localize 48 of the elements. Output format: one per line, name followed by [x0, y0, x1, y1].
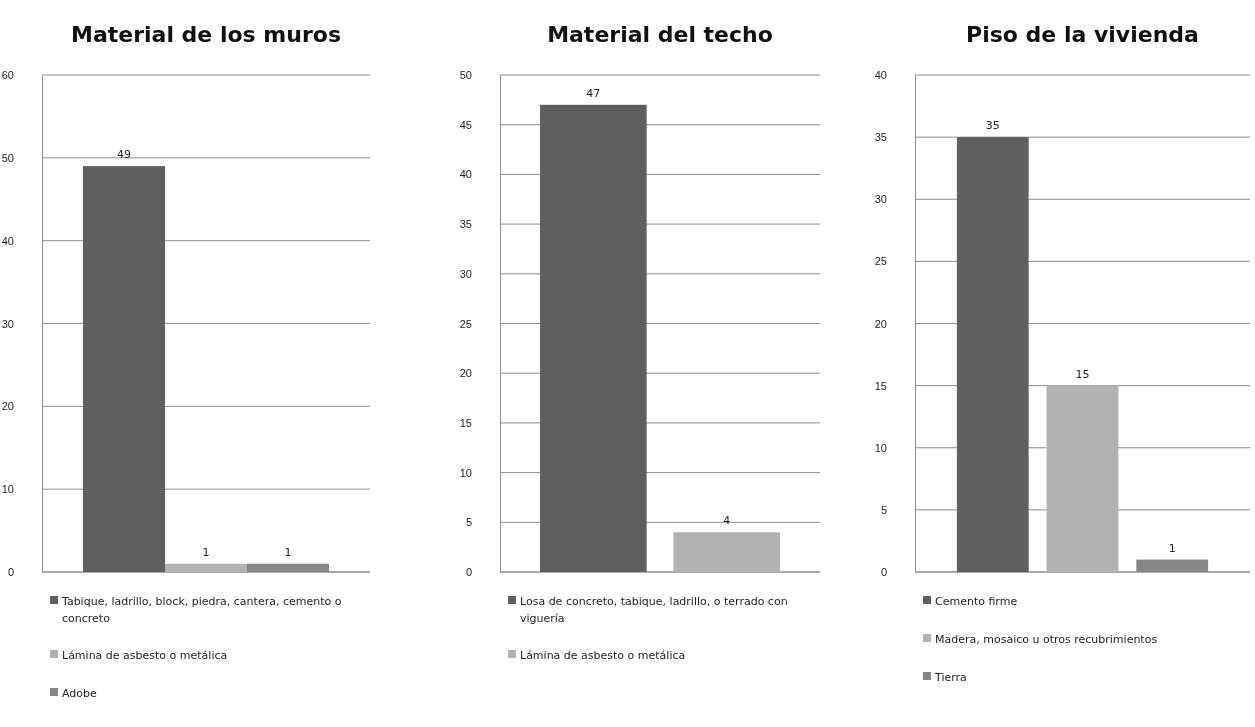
y-tick-label: 60 [1, 69, 14, 82]
y-tick-label: 35 [459, 218, 472, 231]
chart-title: Piso de la vivienda [966, 22, 1199, 47]
y-tick-label: 30 [459, 267, 472, 280]
chart-title: Material de los muros [71, 22, 341, 47]
legend-label: Madera, mosaico u otros recubrimientos [935, 633, 1158, 646]
chart-title: Material del techo [547, 22, 773, 47]
y-tick-label: 50 [459, 69, 472, 82]
data-label: 47 [586, 86, 601, 100]
y-tick-label: 5 [465, 516, 472, 529]
y-tick-label: 0 [7, 566, 14, 579]
y-tick-label: 20 [459, 367, 472, 380]
y-tick-label: 10 [874, 441, 887, 454]
data-label: 1 [284, 545, 292, 559]
y-tick-label: 40 [459, 168, 472, 181]
legend-label: Lámina de asbesto o metálica [520, 649, 686, 662]
y-tick-label: 20 [874, 317, 887, 330]
y-tick-label: 40 [874, 69, 887, 82]
y-tick-label: 20 [1, 400, 14, 413]
legend-label: Tierra [934, 671, 967, 684]
data-label: 35 [985, 119, 1000, 133]
data-label: 15 [1075, 367, 1090, 381]
data-label: 49 [117, 148, 131, 162]
y-tick-label: 25 [874, 255, 887, 268]
legend-label: Adobe [62, 687, 98, 700]
y-tick-label: 5 [880, 503, 887, 516]
legend-label: Lámina de asbesto o metálica [62, 649, 228, 662]
legend-label: Cemento firme [935, 595, 1018, 608]
y-tick-label: 10 [1, 483, 14, 496]
data-label: 1 [202, 545, 210, 559]
y-tick-label: 50 [1, 151, 14, 164]
y-tick-label: 25 [459, 317, 472, 330]
y-tick-label: 10 [459, 466, 472, 479]
y-tick-label: 0 [465, 566, 472, 579]
legend-label: Tabique, ladrillo, block, piedra, cantera, cemento o concreto [61, 595, 342, 625]
legend-label: Losa de concreto, tabique, ladrillo, o terrado con viguería [520, 595, 788, 625]
y-tick-label: 45 [459, 118, 472, 131]
y-tick-label: 30 [1, 317, 14, 330]
bar [956, 137, 1029, 572]
y-tick-label: 30 [874, 193, 887, 206]
y-tick-label: 35 [874, 131, 887, 144]
bar [1046, 385, 1119, 572]
y-tick-label: 0 [880, 566, 887, 579]
y-tick-label: 15 [874, 379, 887, 392]
y-tick-label: 40 [1, 234, 14, 247]
data-label: 1 [1168, 541, 1176, 555]
data-label: 4 [723, 514, 731, 528]
y-tick-label: 15 [459, 416, 472, 429]
